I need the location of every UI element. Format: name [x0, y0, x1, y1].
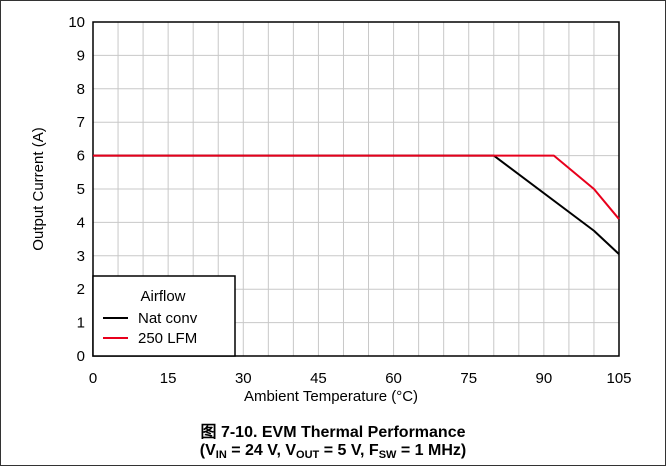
series-line-1 [93, 154, 620, 220]
figure-caption-conditions: (VIN = 24 V, VOUT = 5 V, FSW = 1 MHz) [0, 442, 666, 461]
y-tick-label: 10 [68, 14, 85, 31]
y-tick-label: 2 [77, 281, 85, 298]
legend-label-1: 250 LFM [138, 330, 197, 347]
x-tick-label: 105 [606, 370, 631, 387]
x-tick-label: 45 [310, 370, 327, 387]
fsw-subscript: SW [378, 449, 397, 461]
legend-items: Nat conv 250 LFM [103, 310, 198, 347]
x-axis-label: Ambient Temperature (°C) [244, 388, 418, 405]
x-tick-label: 15 [160, 370, 177, 387]
y-tick-label: 8 [77, 81, 85, 98]
y-tick-label: 4 [77, 214, 85, 231]
y-tick-label: 3 [77, 248, 85, 265]
series-line-0 [93, 154, 620, 255]
plot-area [92, 21, 620, 357]
fsw-value: = 1 MHz) [396, 442, 467, 459]
legend-box [92, 275, 236, 357]
y-tick-label: 1 [77, 315, 85, 332]
vin-subscript: IN [215, 449, 227, 461]
series-layer [93, 154, 620, 255]
vout-value: = 5 V, F [319, 442, 379, 459]
x-tick-label: 60 [385, 370, 402, 387]
vout-subscript: OUT [296, 449, 320, 461]
cond-open: (V [199, 442, 216, 459]
y-tick-labels: 0 1 2 3 4 5 6 7 8 9 10 [68, 14, 85, 365]
legend-title: Airflow [140, 288, 185, 305]
x-tick-label: 30 [235, 370, 252, 387]
x-tick-label: 0 [89, 370, 97, 387]
y-axis-label: Output Current (A) [30, 127, 47, 250]
x-tick-labels: 0 15 30 45 60 75 90 105 [89, 370, 632, 387]
y-tick-label: 9 [77, 47, 85, 64]
y-tick-label: 7 [77, 114, 85, 131]
x-tick-label: 90 [536, 370, 553, 387]
y-tick-label: 5 [77, 181, 85, 198]
legend-label-0: Nat conv [138, 310, 198, 327]
y-tick-label: 6 [77, 148, 85, 165]
legend: Airflow Nat conv 250 LFM [92, 275, 236, 357]
figure-caption-title: 图 7-10. EVM Thermal Performance [200, 424, 466, 441]
vin-value: = 24 V, V [226, 442, 297, 459]
x-tick-label: 75 [460, 370, 477, 387]
y-tick-label: 0 [77, 348, 85, 365]
